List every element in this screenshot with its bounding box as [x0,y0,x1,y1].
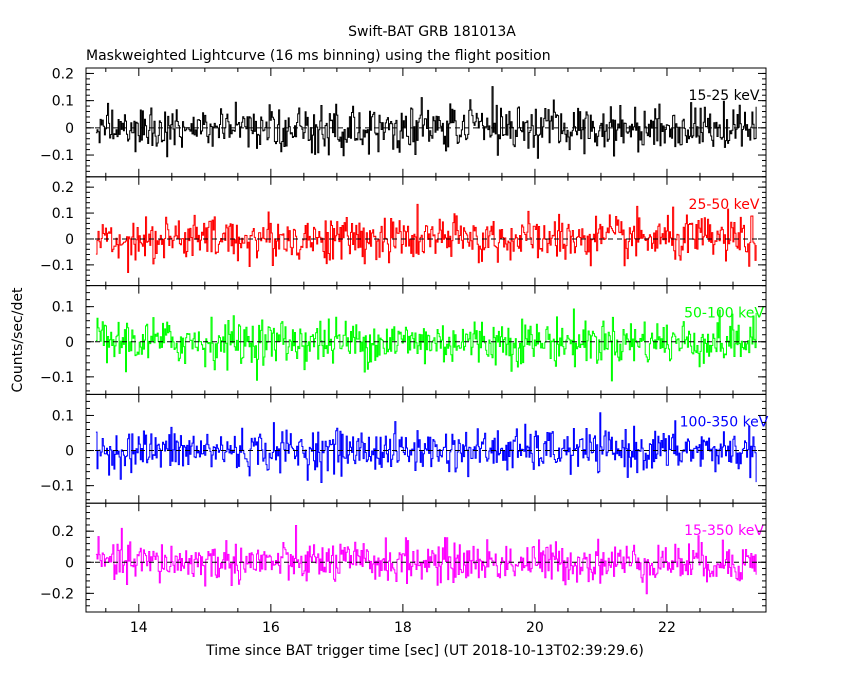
y-tick-label: 0.2 [52,180,74,196]
y-tick-label: 0 [65,232,74,248]
y-tick-label: 0.1 [52,408,74,424]
band-label: 15-25 keV [689,88,760,104]
panel-100-350-kev: 100-350 keV −0.1 0 0.1 [40,393,769,504]
x-tick-label: 20 [526,620,544,636]
y-tick-label: 0.2 [52,524,74,540]
panel-15-25-kev: 15-25 keV −0.1 0 0.1 0.2 [40,66,767,178]
panel-frame [85,502,767,613]
y-tick-label: 0.1 [52,300,74,316]
figure-title: Swift-BAT GRB 181013A [348,24,516,40]
panels: 15-25 keV −0.1 0 0.1 0.2 25-50 keV −0.1 0 0.1 0.2… [40,66,769,636]
y-tick-label: 0 [65,335,74,351]
figure-subtitle: Maskweighted Lightcurve (16 ms binning) … [86,48,551,64]
series-line [95,308,757,382]
x-tick-label: 18 [394,620,412,636]
y-tick-label: 0.1 [52,206,74,222]
x-tick-label: 14 [130,620,148,636]
series-line [95,412,757,483]
y-tick-label: 0 [65,444,74,460]
x-axis-label: Time since BAT trigger time [sec] (UT 20… [205,643,644,659]
panel-50-100-kev: 50-100 keV −0.1 0 0.1 [40,285,767,395]
y-tick-label: −0.1 [40,479,74,495]
x-tick-label: 22 [658,620,676,636]
y-tick-label: 0.2 [52,66,74,82]
y-tick-label: −0.1 [40,148,74,164]
y-tick-label: −0.1 [40,258,74,274]
series-line [95,525,757,595]
band-label: 25-50 keV [689,197,760,213]
y-tick-label: 0 [65,121,74,137]
series-line [95,203,757,273]
band-label: 50-100 keV [684,306,764,322]
panel-15-350-kev: 15-350 keV −0.2 0 0.2 14 16 18 20 22 [40,502,767,636]
series-line [95,86,757,159]
y-tick-label: 0 [65,555,74,571]
band-label: 100-350 keV [680,414,769,430]
panel-25-50-kev: 25-50 keV −0.1 0 0.1 0.2 [40,176,767,287]
y-axis-label: Counts/sec/det [10,287,26,392]
y-tick-label: 0.1 [52,94,74,110]
y-tick-label: −0.1 [40,370,74,386]
x-tick-label: 16 [262,620,280,636]
band-label: 15-350 keV [684,523,764,539]
y-tick-label: −0.2 [40,586,74,602]
